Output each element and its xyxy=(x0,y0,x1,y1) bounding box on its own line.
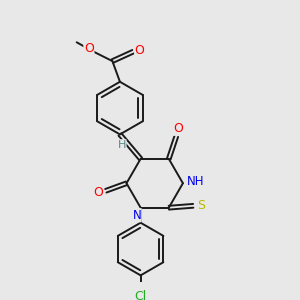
Text: O: O xyxy=(84,42,94,56)
Text: NH: NH xyxy=(187,175,205,188)
Text: H: H xyxy=(118,140,126,150)
Text: O: O xyxy=(135,44,145,57)
Text: S: S xyxy=(197,199,205,212)
Text: O: O xyxy=(173,122,183,135)
Text: O: O xyxy=(93,186,103,199)
Text: N: N xyxy=(133,209,141,222)
Text: Cl: Cl xyxy=(134,290,147,300)
